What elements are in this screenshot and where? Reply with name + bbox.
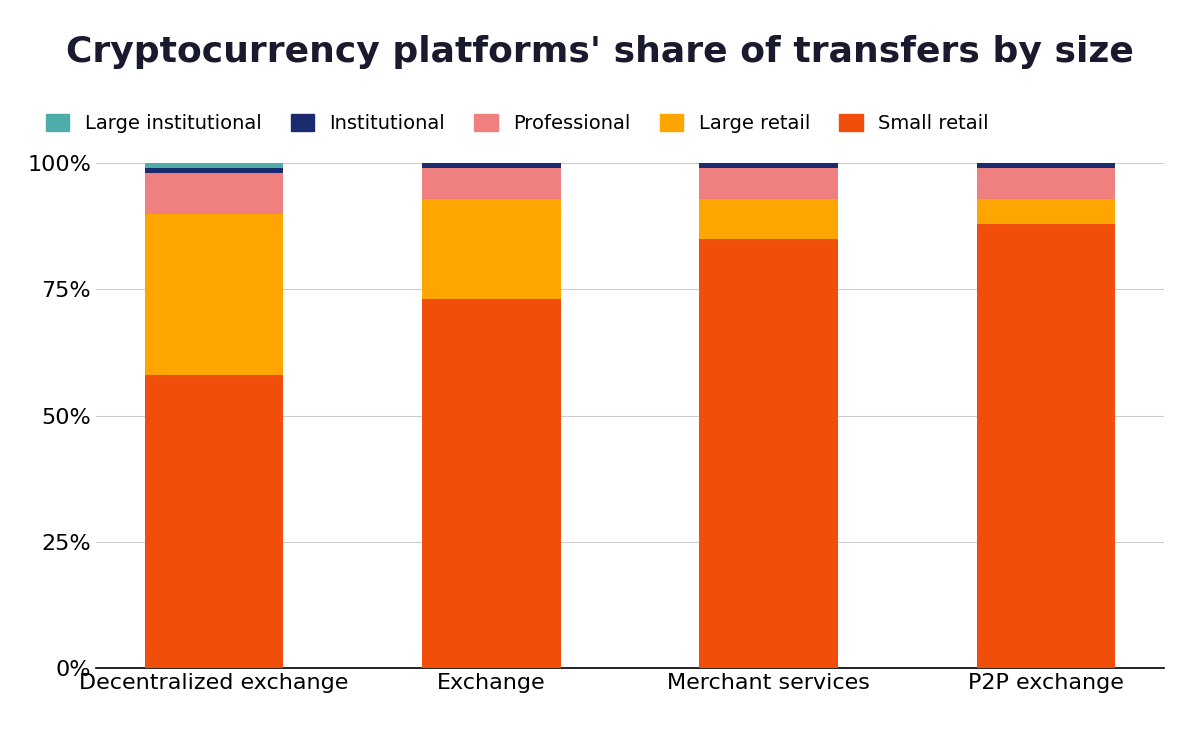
Bar — [700, 199, 838, 239]
Bar — [144, 375, 283, 668]
Bar — [144, 168, 283, 174]
Bar — [977, 224, 1116, 668]
Bar — [977, 199, 1116, 224]
Bar — [700, 239, 838, 668]
Bar — [422, 300, 560, 668]
Text: Cryptocurrency platforms' share of transfers by size: Cryptocurrency platforms' share of trans… — [66, 35, 1134, 69]
Bar — [977, 163, 1116, 168]
Bar — [144, 214, 283, 375]
Bar — [144, 163, 283, 168]
Legend: Large institutional, Institutional, Professional, Large retail, Small retail: Large institutional, Institutional, Prof… — [46, 114, 989, 133]
Bar — [700, 168, 838, 199]
Bar — [422, 163, 560, 168]
Bar — [977, 168, 1116, 199]
Bar — [422, 168, 560, 199]
Bar — [422, 199, 560, 300]
Bar — [144, 174, 283, 214]
Bar — [700, 163, 838, 168]
